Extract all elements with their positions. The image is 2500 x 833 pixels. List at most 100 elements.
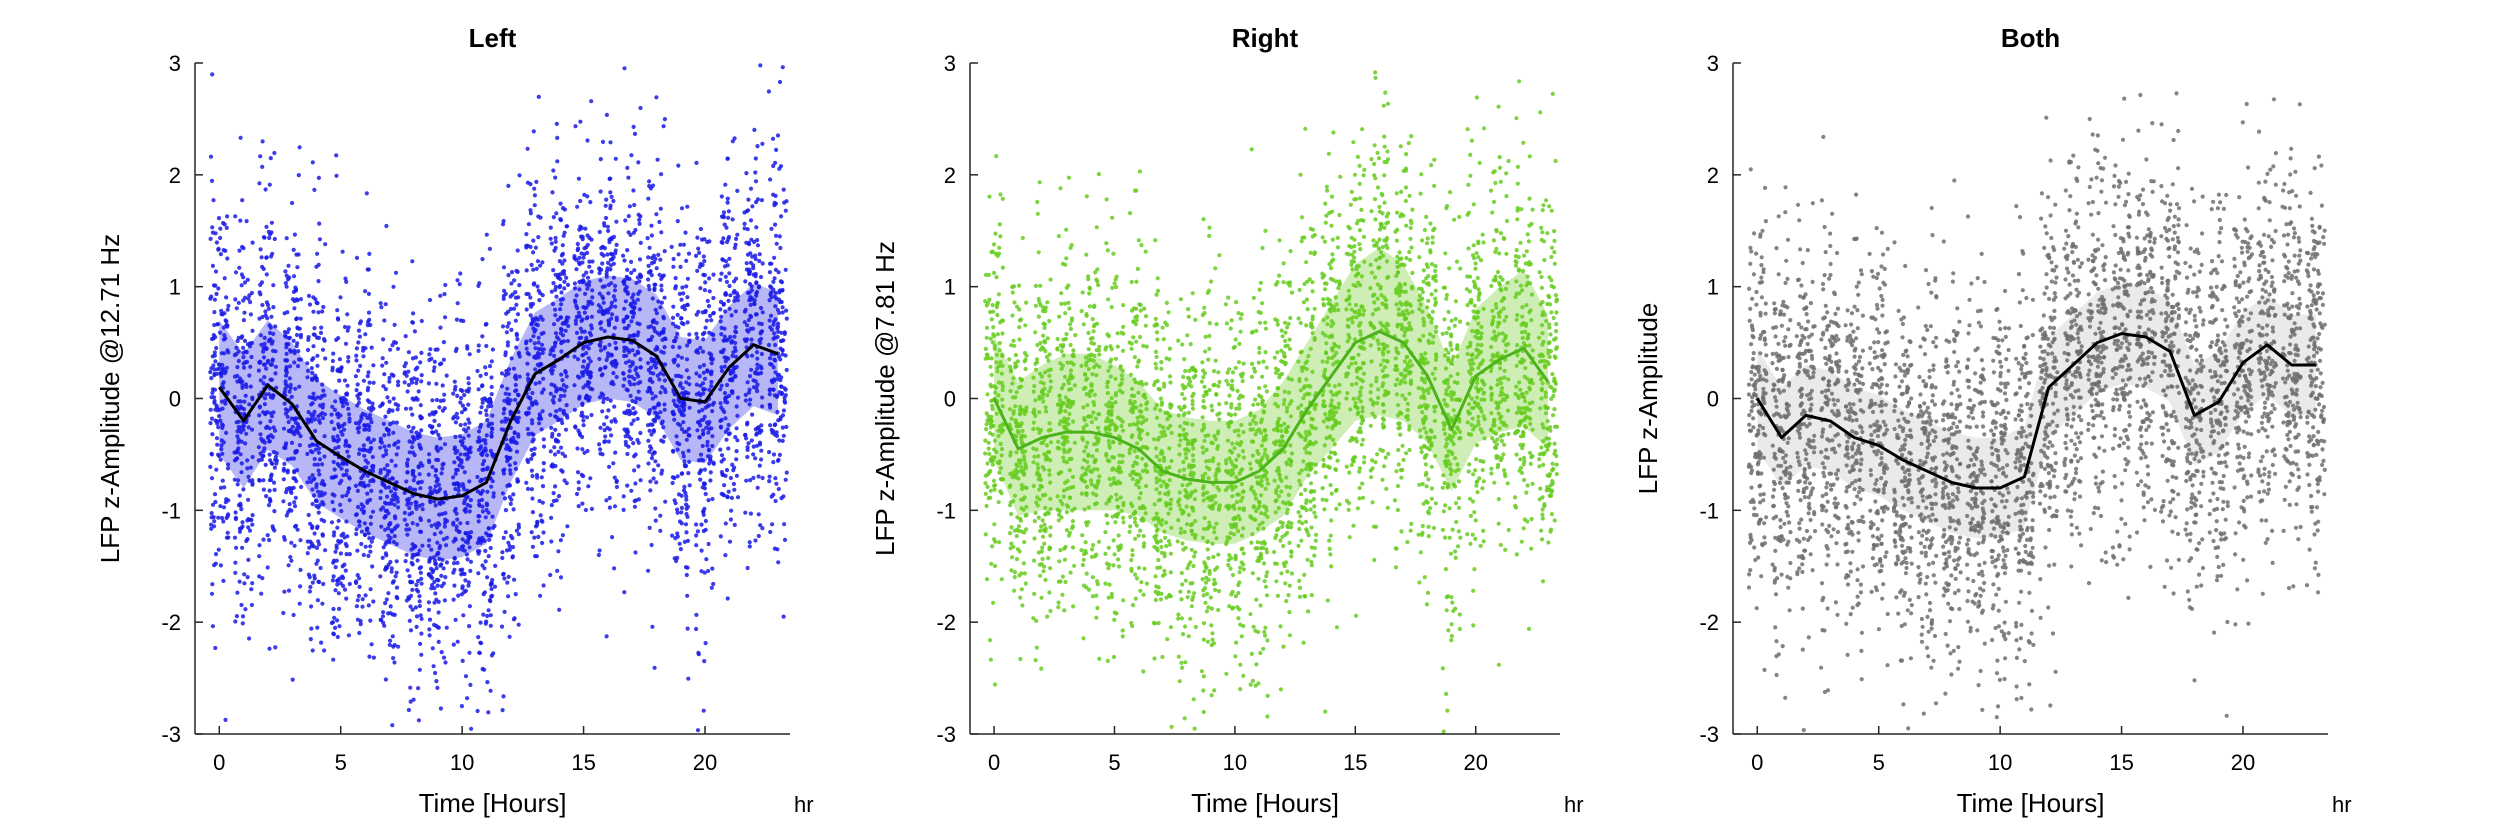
data-point [354,358,359,363]
data-point [500,555,505,561]
data-point [347,419,352,424]
data-point [216,515,221,520]
data-point [389,458,394,463]
data-point [248,465,253,470]
data-point [679,297,684,302]
data-point [391,430,396,435]
data-point [467,447,472,452]
data-point [329,412,334,417]
data-point [1018,317,1024,322]
data-point [729,313,734,318]
data-point [528,338,533,343]
data-point [435,525,440,530]
data-point [386,485,392,490]
data-point [675,312,680,317]
data-point [441,357,446,362]
data-point [711,337,716,342]
data-point [553,463,558,469]
data-point [553,307,558,312]
data-point [999,453,1004,458]
data-point [706,498,711,503]
data-point [1033,413,1038,418]
data-point [388,638,393,643]
data-point [317,457,323,462]
data-point [723,274,728,279]
data-point [622,306,627,311]
data-point [250,328,255,333]
data-point [728,517,734,522]
data-point [489,384,494,390]
data-point [752,302,757,307]
data-point [507,392,512,397]
data-point [426,572,431,577]
data-point [365,388,370,393]
data-point [605,354,611,359]
data-point [539,347,544,352]
data-point [363,423,368,428]
data-point [536,94,541,99]
data-point [548,352,553,357]
data-point [682,462,688,467]
data-point [247,373,252,378]
data-point [233,510,238,515]
data-point [343,443,348,448]
data-point [297,384,302,389]
data-point [235,434,240,439]
data-point [703,325,708,330]
data-point [531,238,536,243]
data-point [343,341,349,346]
data-point [687,483,692,488]
data-point [437,487,443,492]
data-point [1037,472,1042,477]
data-point [650,296,655,301]
data-point [537,363,542,368]
data-point [534,401,539,406]
data-point [288,382,293,387]
data-point [557,407,563,412]
data-point [468,568,473,574]
data-point [681,450,686,455]
data-point [362,447,367,452]
data-point [249,354,254,360]
data-point [344,596,349,601]
data-point [719,314,724,319]
data-point [478,373,483,378]
data-point [335,316,340,321]
data-point [601,399,606,405]
data-point [678,242,683,247]
data-point [468,534,473,540]
data-point [779,496,784,501]
data-point [367,654,372,659]
data-point [434,381,439,386]
data-point [218,418,223,423]
data-point [984,303,989,308]
data-point [636,464,641,469]
data-point [438,325,443,330]
data-point [628,302,633,307]
data-point [266,229,271,234]
data-point [381,421,386,426]
data-point [631,188,636,193]
data-point [354,531,359,537]
data-point [361,354,366,359]
data-point [772,255,777,260]
data-point [292,351,297,356]
data-point [335,582,340,587]
data-point [247,528,253,533]
data-point [560,378,565,383]
data-point [224,430,229,435]
data-point [613,419,618,424]
data-point [1011,376,1016,381]
data-point [989,372,994,377]
data-point [407,505,412,511]
data-point [729,508,734,513]
data-point [694,522,699,527]
data-point [363,593,368,598]
data-point [415,435,420,441]
data-point [541,330,546,335]
data-point [578,279,584,284]
y-tick-label: -3 [161,722,181,747]
data-point [330,365,335,370]
data-point [415,397,420,402]
data-point [442,442,448,447]
